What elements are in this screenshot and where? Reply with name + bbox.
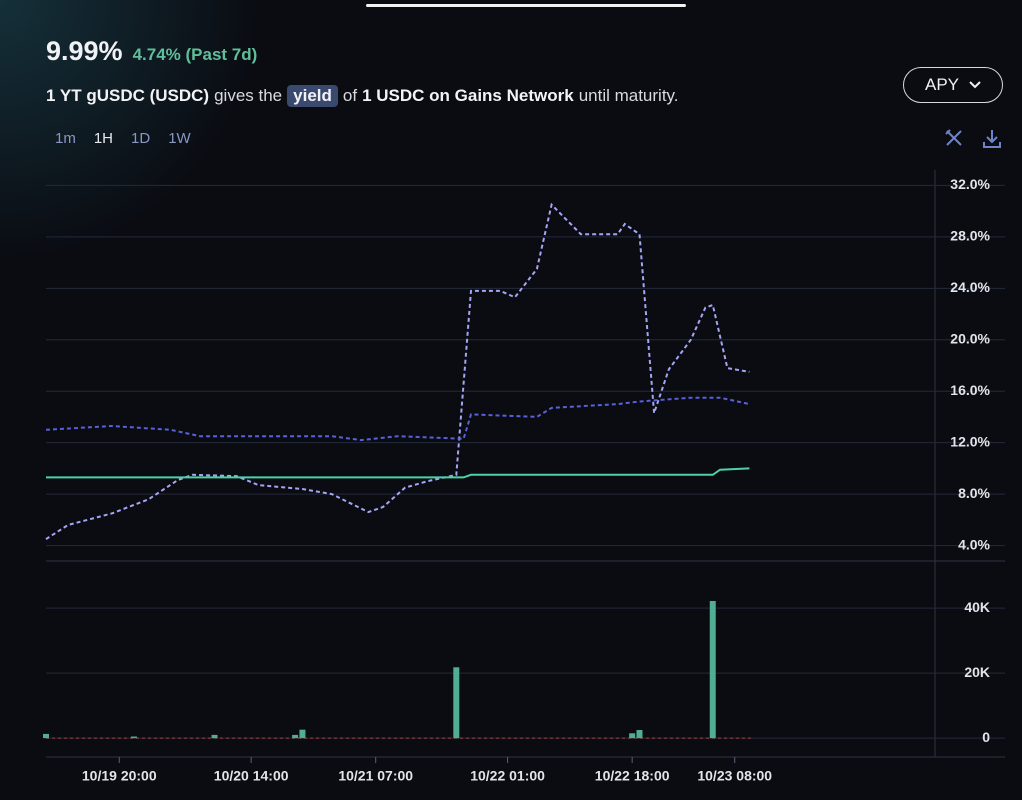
- x-tick-label: 10/21 07:00: [338, 768, 413, 784]
- y-tick-label: 24.0%: [950, 279, 990, 295]
- header: 9.99% 4.74% (Past 7d): [46, 36, 257, 67]
- y-tick-label: 32.0%: [950, 176, 990, 192]
- series-line: [46, 467, 750, 479]
- download-icon[interactable]: [983, 130, 1001, 148]
- dropdown-label: APY: [924, 75, 960, 94]
- x-tick-label: 10/20 14:00: [214, 768, 289, 784]
- y-tick-label: 28.0%: [950, 228, 990, 244]
- volume-bar: [709, 600, 716, 739]
- y-tick-label: 8.0%: [958, 485, 990, 501]
- y-tick-label: 16.0%: [950, 382, 990, 398]
- text: of: [342, 86, 358, 105]
- toolbar-icons: [945, 129, 1001, 148]
- series-line: [45, 396, 750, 442]
- timeframe[interactable]: 1W: [168, 130, 191, 147]
- volume-bar: [211, 734, 218, 739]
- chevron: [969, 81, 981, 89]
- y-tick-label: 0: [982, 729, 990, 745]
- y-tick-label: 20.0%: [950, 330, 990, 346]
- x-tick-label: 10/19 20:00: [82, 768, 157, 784]
- y-tick-label: 4.0%: [958, 536, 990, 552]
- text: until maturity.: [578, 86, 679, 105]
- x-tick-label: 10/23 08:00: [697, 768, 772, 784]
- x-tick-label: 10/22 18:00: [595, 768, 670, 784]
- timeframe[interactable]: 1H: [93, 130, 114, 147]
- timeframe[interactable]: 1D: [131, 130, 151, 147]
- volume-bar: [299, 729, 306, 739]
- badge: yield: [287, 85, 338, 107]
- volume-bar: [292, 734, 299, 739]
- volume-bar: [636, 730, 643, 739]
- y-tick-label: 12.0%: [950, 433, 990, 449]
- description: 1 YT gUSDC (USDC) gives the yield of 1 U…: [46, 85, 679, 107]
- tools-icon[interactable]: [945, 129, 962, 146]
- top-indicator: [366, 4, 686, 7]
- change: 4.74% (Past 7d): [132, 45, 258, 64]
- metric-dropdown[interactable]: APY: [903, 67, 1003, 103]
- volume-bar: [453, 667, 460, 739]
- volume-bar: [130, 736, 137, 739]
- y-tick-label: 20K: [964, 664, 990, 680]
- target: 1 USDC on Gains Network: [362, 86, 574, 105]
- timeframes: 1m 1H 1D 1W: [55, 130, 191, 147]
- volume-bar: [43, 733, 49, 739]
- current-value: 9.99%: [46, 36, 123, 66]
- text: gives the: [214, 86, 283, 105]
- asset: 1 YT gUSDC (USDC): [46, 86, 210, 105]
- y-tick-label: 40K: [964, 599, 990, 615]
- x-tick-label: 10/22 01:00: [470, 768, 545, 784]
- series-line: [45, 202, 750, 540]
- timeframe[interactable]: 1m: [55, 130, 76, 147]
- volume-bar: [629, 733, 636, 739]
